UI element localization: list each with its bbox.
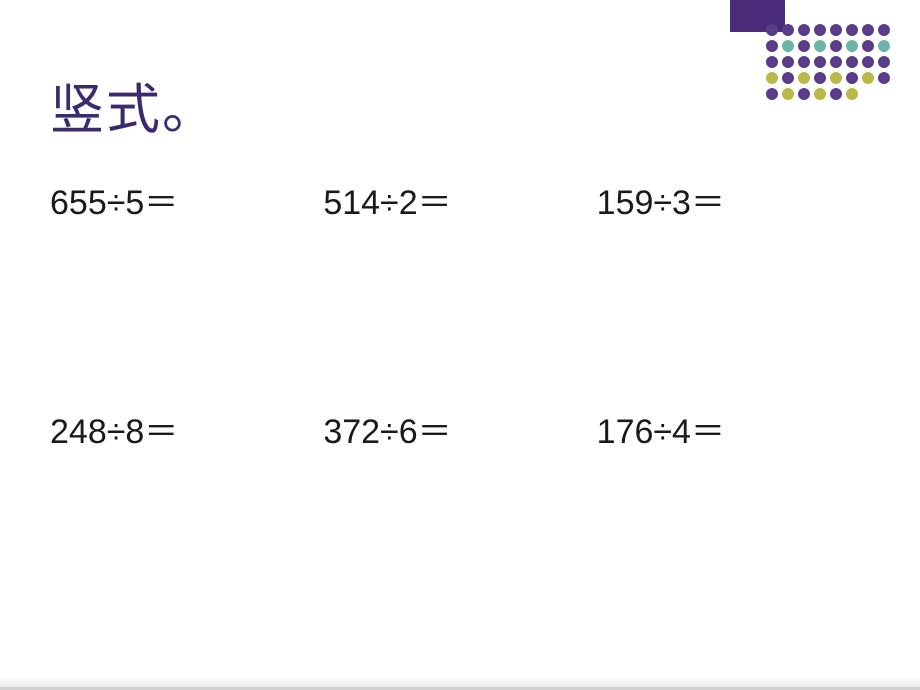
dot xyxy=(798,72,810,84)
dot xyxy=(878,72,890,84)
dot xyxy=(862,24,874,36)
dot xyxy=(846,40,858,52)
dot xyxy=(814,40,826,52)
dot xyxy=(766,24,778,36)
dot xyxy=(766,88,778,100)
dot xyxy=(846,88,858,100)
page-title: 竖式。 xyxy=(50,65,218,144)
problem-row-1: 655÷5＝514÷2＝159÷3＝ xyxy=(50,175,870,224)
problem-item: 176÷4＝ xyxy=(597,404,870,453)
dot xyxy=(830,88,842,100)
dot xyxy=(814,56,826,68)
problem-item: 372÷6＝ xyxy=(323,404,596,453)
dot xyxy=(878,56,890,68)
problem-item: 159÷3＝ xyxy=(597,175,870,224)
dot xyxy=(814,24,826,36)
dot xyxy=(766,72,778,84)
problem-item: 248÷8＝ xyxy=(50,404,323,453)
dot xyxy=(814,88,826,100)
dot xyxy=(782,40,794,52)
dot xyxy=(798,88,810,100)
dot xyxy=(814,72,826,84)
dot xyxy=(782,88,794,100)
problems-container: 655÷5＝514÷2＝159÷3＝ 248÷8＝372÷6＝176÷4＝ xyxy=(50,175,870,453)
dot xyxy=(862,56,874,68)
dot-row xyxy=(766,40,890,52)
dot xyxy=(782,56,794,68)
dot xyxy=(766,40,778,52)
dot-row xyxy=(766,72,890,84)
dot xyxy=(766,56,778,68)
dot xyxy=(846,56,858,68)
dot xyxy=(878,40,890,52)
problem-row-2: 248÷8＝372÷6＝176÷4＝ xyxy=(50,404,870,453)
problem-item: 655÷5＝ xyxy=(50,175,323,224)
dot xyxy=(846,72,858,84)
dot xyxy=(798,56,810,68)
dot-row xyxy=(766,24,890,36)
dot-row xyxy=(766,56,890,68)
dot xyxy=(798,40,810,52)
dot-row xyxy=(766,88,890,100)
dot xyxy=(830,24,842,36)
dot xyxy=(862,40,874,52)
dot xyxy=(878,24,890,36)
dot xyxy=(830,56,842,68)
dot xyxy=(782,24,794,36)
dot xyxy=(830,72,842,84)
decoration-dots xyxy=(766,24,890,100)
dot xyxy=(846,24,858,36)
problem-item: 514÷2＝ xyxy=(323,175,596,224)
footer-shadow xyxy=(0,675,920,687)
dot xyxy=(862,72,874,84)
dot xyxy=(798,24,810,36)
dot xyxy=(782,72,794,84)
dot xyxy=(830,40,842,52)
